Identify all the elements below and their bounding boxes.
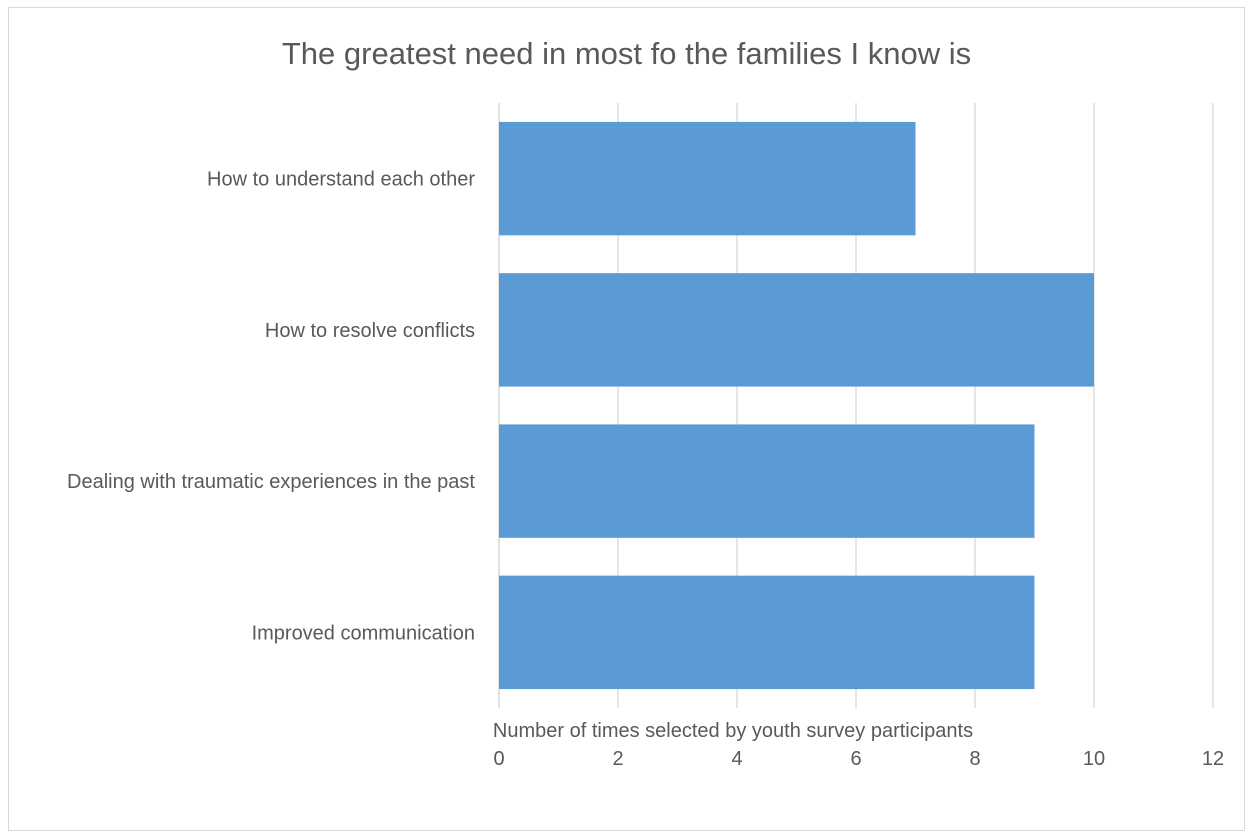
bar (499, 575, 1035, 690)
x-tick-label: 10 (1083, 748, 1105, 770)
category-label: Improved communication (252, 622, 475, 644)
x-tick-label: 8 (969, 748, 980, 770)
x-tick-label: 12 (1202, 748, 1224, 770)
x-axis-title: Number of times selected by youth survey… (493, 720, 973, 742)
x-axis-ticks: 0 2 4 6 8 10 12 (493, 748, 1224, 770)
category-label: How to understand each other (207, 169, 475, 191)
x-tick-label: 4 (731, 748, 742, 770)
x-tick-label: 2 (612, 748, 623, 770)
category-label: Dealing with traumatic experiences in th… (67, 471, 475, 493)
chart-title: The greatest need in most fo the familie… (281, 36, 972, 71)
category-labels: How to understand each other How to resol… (67, 169, 475, 645)
bars (499, 121, 1094, 690)
bar (499, 273, 1094, 387)
bar (499, 424, 1035, 538)
x-tick-label: 0 (493, 748, 504, 770)
category-label: How to resolve conflicts (265, 320, 475, 342)
x-tick-label: 6 (850, 748, 861, 770)
bar (499, 121, 916, 236)
